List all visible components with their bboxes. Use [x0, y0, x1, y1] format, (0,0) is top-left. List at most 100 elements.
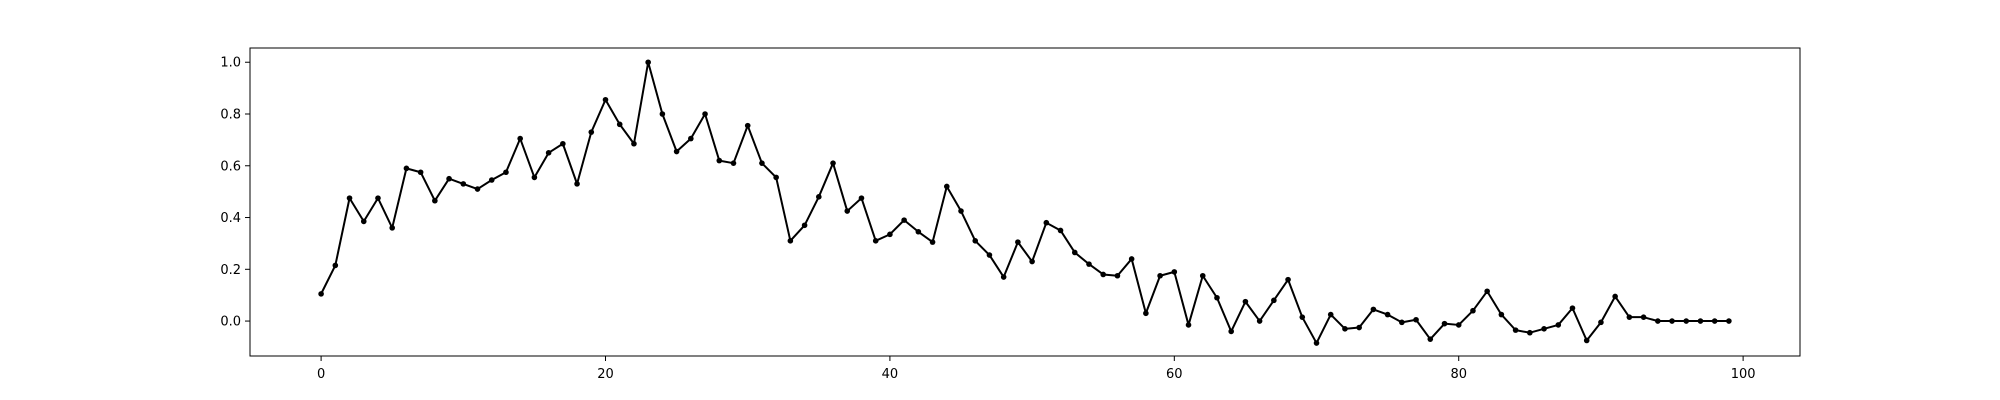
x-tick-label: 40	[882, 367, 899, 382]
data-point	[1569, 305, 1576, 311]
x-tick-label: 80	[1450, 367, 1467, 382]
data-point	[1598, 319, 1604, 326]
data-point	[830, 160, 836, 166]
data-point	[1640, 314, 1647, 320]
data-point	[1726, 318, 1732, 324]
data-point	[1000, 274, 1007, 280]
data-point	[1199, 272, 1206, 279]
data-point	[1669, 318, 1675, 324]
data-point	[1541, 326, 1547, 332]
data-point	[332, 262, 339, 269]
data-point	[1057, 227, 1064, 234]
data-point	[801, 222, 808, 229]
data-point	[943, 183, 950, 190]
data-point	[446, 175, 452, 182]
data-point	[1455, 322, 1462, 328]
data-point	[1612, 293, 1618, 300]
data-point	[389, 225, 396, 231]
data-point	[759, 160, 765, 166]
data-point	[858, 195, 865, 201]
data-point	[1299, 314, 1306, 320]
series-line	[320, 61, 1729, 345]
data-point	[517, 135, 523, 142]
data-point	[403, 165, 410, 172]
data-point	[1498, 311, 1505, 318]
data-point	[1242, 298, 1249, 305]
data-point	[702, 111, 708, 117]
data-point	[887, 231, 893, 238]
data-point	[1697, 318, 1704, 324]
data-point	[360, 218, 367, 225]
data-point	[574, 181, 580, 187]
data-point	[901, 217, 907, 223]
series-group	[318, 59, 1732, 346]
data-point	[1157, 272, 1163, 279]
data-point	[915, 228, 922, 235]
data-point	[1583, 337, 1590, 344]
data-point	[1171, 269, 1178, 275]
data-point	[560, 140, 566, 147]
data-point	[474, 186, 481, 192]
data-point	[1029, 258, 1035, 265]
data-point	[1683, 318, 1690, 324]
x-axis-ticks: 0 20 40 60 80 100	[317, 356, 1756, 382]
data-point	[432, 197, 438, 204]
data-point	[1256, 318, 1263, 324]
data-point	[631, 140, 637, 147]
data-point	[645, 59, 651, 66]
data-point	[1285, 276, 1291, 283]
data-point	[1143, 310, 1149, 317]
data-point	[1342, 326, 1348, 332]
data-point	[1043, 219, 1050, 226]
data-point	[1484, 288, 1490, 295]
y-tick-label: 0.2	[220, 263, 241, 278]
data-point	[1327, 311, 1334, 318]
data-point	[673, 148, 680, 155]
data-point	[730, 160, 737, 166]
data-point	[545, 150, 552, 156]
data-point	[503, 169, 509, 176]
data-point	[1071, 249, 1078, 256]
data-point	[1512, 327, 1519, 333]
y-tick-label: 0.6	[220, 159, 241, 174]
data-point	[972, 238, 979, 244]
data-point	[346, 195, 353, 201]
data-point	[1527, 329, 1533, 336]
data-point	[958, 208, 964, 214]
x-tick-label: 100	[1731, 367, 1756, 382]
data-point	[1427, 336, 1434, 342]
data-point	[716, 157, 723, 164]
data-point	[1313, 340, 1320, 346]
data-point	[588, 129, 595, 135]
data-point	[1086, 261, 1092, 267]
data-point	[531, 174, 538, 181]
data-point	[929, 239, 936, 245]
data-point	[1626, 314, 1633, 320]
plot-area-frame	[249, 47, 1801, 357]
data-point	[1214, 294, 1220, 301]
data-point	[744, 122, 751, 129]
data-point	[1114, 272, 1121, 279]
data-point	[1413, 316, 1419, 323]
data-point	[602, 96, 609, 103]
data-point	[1271, 297, 1277, 304]
data-point	[417, 169, 424, 176]
data-point	[1384, 311, 1391, 318]
data-point	[1185, 322, 1192, 328]
x-tick-label: 60	[1166, 367, 1183, 382]
data-point	[1399, 319, 1405, 326]
data-point	[816, 194, 822, 200]
data-point	[1100, 271, 1107, 278]
x-tick-label: 0	[317, 367, 325, 382]
data-point	[1356, 324, 1362, 331]
data-point	[1128, 256, 1135, 262]
x-tick-label: 20	[597, 367, 614, 382]
y-tick-label: 0.8	[220, 108, 241, 123]
data-point	[488, 177, 495, 183]
data-point	[1655, 318, 1661, 324]
y-tick-label: 0.4	[220, 211, 241, 226]
data-point	[986, 252, 993, 258]
data-point	[375, 195, 381, 201]
data-point	[616, 121, 623, 128]
